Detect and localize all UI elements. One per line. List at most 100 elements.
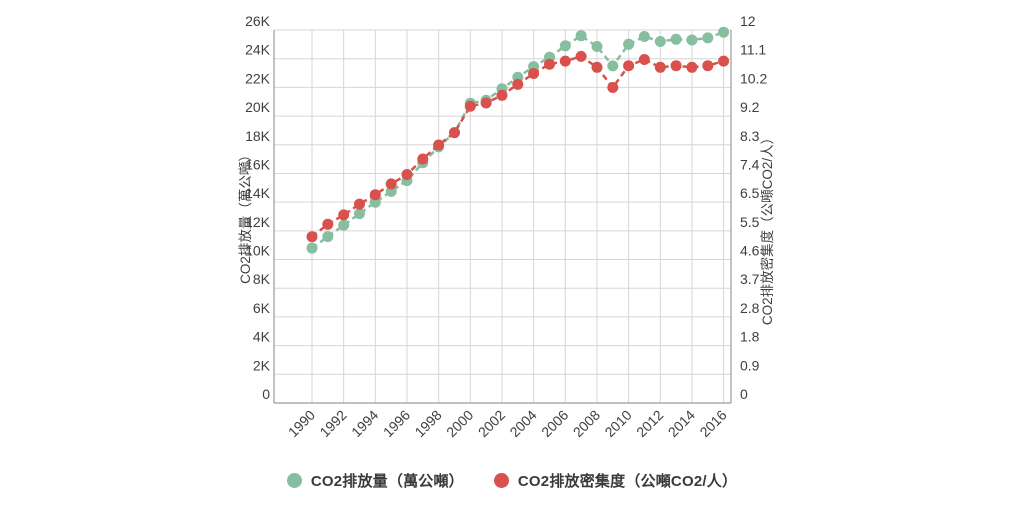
data-point-emissions-2006[interactable] [559,40,571,52]
legend-swatch-intensity-icon [493,473,509,488]
data-point-intensity-1991[interactable] [322,218,334,230]
data-point-intensity-2012[interactable] [654,61,666,73]
x-tick-label: 1994 [348,407,381,440]
legend-swatch-emissions-icon [286,473,302,488]
x-tick-label: 1996 [380,407,413,440]
data-point-intensity-1992[interactable] [338,209,350,221]
legend: CO2排放量（萬公噸） CO2排放密集度（公噸CO2/人） [0,470,1024,491]
left-tick-label: 6K [253,300,271,316]
right-tick-label: 9.2 [740,99,760,115]
right-tick-label: 3.7 [740,271,760,287]
series-intensity [306,50,730,243]
right-axis-title: CO2排放密集度（公噸CO2/人） [759,131,775,325]
data-point-intensity-1990[interactable] [306,231,318,243]
data-point-emissions-2016[interactable] [718,26,730,38]
gridlines [274,29,731,404]
left-tick-label: 20K [245,99,271,115]
left-axis-tick-labels: 0 2K 4K 6K 8K 10K 12K 14K 16K 18K 20K 22K 24K 26K [245,13,271,402]
x-tick-label: 2012 [633,407,666,440]
legend-item-intensity[interactable]: CO2排放密集度（公噸CO2/人） [493,470,738,491]
left-tick-label: 18K [245,128,271,144]
data-point-intensity-2008[interactable] [591,61,603,73]
data-point-emissions-2015[interactable] [702,32,714,44]
x-tick-label: 1998 [411,407,444,440]
right-tick-label: 2.8 [740,300,760,316]
left-tick-label: 10K [245,243,271,259]
left-tick-label: 24K [245,42,271,58]
data-point-intensity-2000[interactable] [464,100,476,112]
series-emissions [306,26,730,254]
data-point-intensity-1996[interactable] [401,169,413,180]
data-point-emissions-1992[interactable] [338,219,350,231]
data-point-emissions-2010[interactable] [623,38,635,50]
legend-item-emissions[interactable]: CO2排放量（萬公噸） [286,470,464,491]
x-tick-label: 1992 [316,407,349,440]
data-point-intensity-1994[interactable] [369,189,381,201]
left-tick-label: 4K [253,329,271,345]
data-point-emissions-2012[interactable] [654,36,666,47]
x-tick-label: 2000 [443,407,476,440]
left-tick-label: 2K [253,357,271,373]
data-point-emissions-1991[interactable] [322,231,334,243]
data-point-intensity-1999[interactable] [449,127,460,139]
data-point-intensity-2003[interactable] [512,78,524,90]
left-tick-label: 26K [245,13,271,29]
right-tick-label: 6.5 [740,185,760,201]
data-point-intensity-1998[interactable] [433,139,445,151]
right-tick-label: 10.2 [740,70,767,86]
data-point-intensity-1997[interactable] [417,153,429,165]
right-tick-label: 0 [740,386,748,402]
right-tick-label: 4.6 [740,243,760,259]
data-point-emissions-2014[interactable] [686,34,698,46]
data-point-intensity-2001[interactable] [480,97,492,109]
data-point-emissions-2007[interactable] [575,30,587,42]
x-tick-label: 1990 [285,407,318,440]
axis-lines [273,30,732,404]
data-point-intensity-2016[interactable] [718,55,730,67]
right-tick-label: 7.4 [740,156,760,172]
right-tick-label: 12 [740,13,756,29]
right-tick-label: 8.3 [740,128,760,144]
data-point-intensity-2004[interactable] [528,68,540,79]
legend-label-intensity: CO2排放密集度（公噸CO2/人） [517,473,738,490]
data-point-emissions-1990[interactable] [306,242,318,254]
data-point-intensity-2013[interactable] [670,60,682,72]
x-tick-label: 2014 [665,407,698,440]
data-point-emissions-1993[interactable] [354,208,365,220]
right-axis-tick-labels: 0 0.9 1.8 2.8 3.7 4.6 5.5 6.5 7.4 8.3 9.2 10.2 11.1 1… [740,13,767,402]
x-tick-label: 2004 [506,407,539,440]
data-point-intensity-2011[interactable] [638,54,650,65]
data-point-intensity-2002[interactable] [496,89,508,101]
x-tick-label: 2006 [538,407,571,440]
x-tick-label: 2016 [696,407,729,440]
x-tick-label: 2008 [570,407,603,440]
right-tick-label: 5.5 [740,214,760,230]
data-point-intensity-2010[interactable] [623,60,635,72]
data-point-emissions-2011[interactable] [638,31,650,42]
left-tick-label: 12K [245,214,271,230]
x-axis-tick-labels: 1990199219941996199820002002200420062008… [285,407,730,440]
data-point-emissions-2008[interactable] [591,41,603,52]
left-tick-label: 0 [262,386,270,402]
left-tick-label: 22K [245,70,271,86]
data-point-intensity-1995[interactable] [385,178,397,190]
left-axis-title: CO2排放量（萬公噸） [238,148,253,284]
data-point-intensity-2007[interactable] [575,50,587,62]
x-tick-label: 2002 [475,407,508,440]
legend-label-emissions: CO2排放量（萬公噸） [310,473,464,490]
right-tick-label: 0.9 [740,357,760,373]
data-point-intensity-2009[interactable] [607,82,619,93]
data-point-intensity-2005[interactable] [544,58,555,70]
data-point-emissions-2009[interactable] [607,60,619,72]
data-point-intensity-2006[interactable] [559,55,571,67]
right-tick-label: 11.1 [740,42,766,58]
data-point-intensity-1993[interactable] [354,198,365,210]
data-point-emissions-2013[interactable] [670,33,682,45]
left-tick-label: 14K [245,185,271,201]
left-tick-label: 8K [253,271,271,287]
data-point-intensity-2015[interactable] [702,60,714,72]
data-point-intensity-2014[interactable] [686,61,698,73]
right-tick-label: 1.8 [740,329,760,345]
